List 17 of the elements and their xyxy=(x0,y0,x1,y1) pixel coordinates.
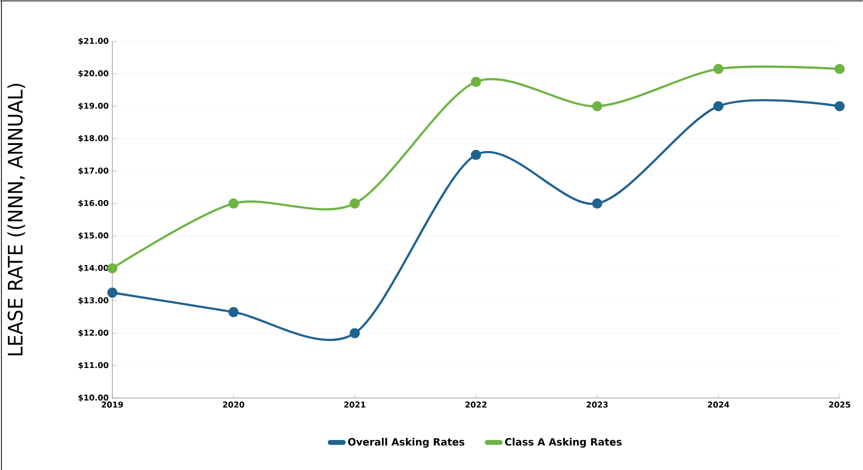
point xyxy=(713,64,724,74)
legend-label: Overall Asking Rates xyxy=(348,438,464,448)
point xyxy=(834,64,845,74)
point xyxy=(470,76,482,87)
legend-label: Class A Asking Rates xyxy=(505,438,622,448)
point xyxy=(713,100,724,112)
point xyxy=(592,198,602,208)
point xyxy=(350,198,360,208)
point xyxy=(470,150,482,160)
point xyxy=(834,100,845,112)
y-axis-title: LEASE RATE ((NNN, ANNUAL) xyxy=(7,84,26,356)
point xyxy=(592,100,602,112)
point xyxy=(350,328,360,338)
point xyxy=(228,306,239,318)
point xyxy=(107,263,118,274)
point xyxy=(228,198,239,208)
point xyxy=(107,287,118,298)
